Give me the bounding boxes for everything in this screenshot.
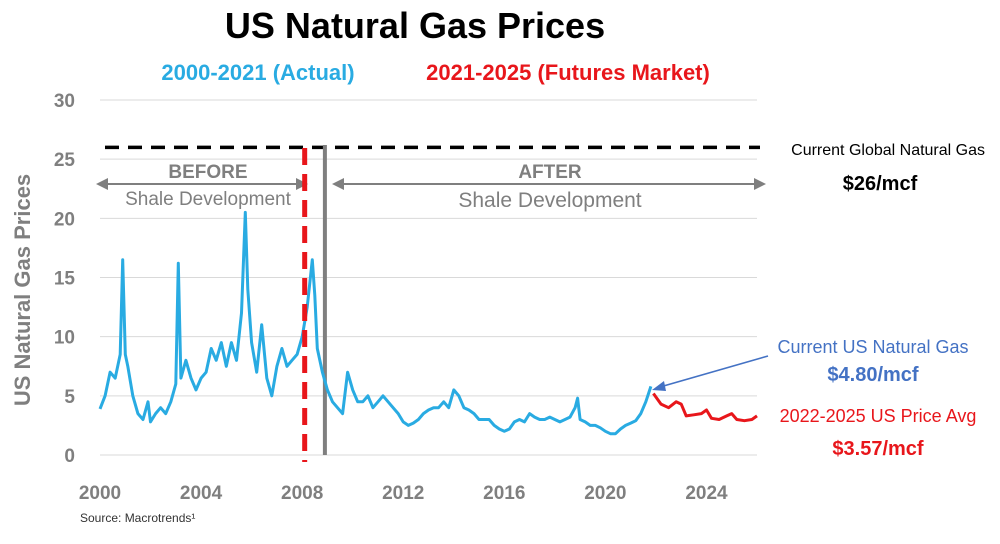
subtitle-futures: 2021-2025 (Futures Market) bbox=[426, 60, 710, 85]
y-tick-label: 30 bbox=[54, 91, 75, 112]
after-sub-label: Shale Development bbox=[458, 189, 641, 212]
x-tick-label: 2000 bbox=[79, 483, 121, 504]
x-tick-label: 2012 bbox=[382, 483, 424, 504]
y-tick-labels: 0 5 10 15 20 25 30 bbox=[54, 91, 76, 467]
x-tick-label: 2024 bbox=[685, 483, 728, 504]
period-arrows bbox=[96, 178, 766, 190]
grid-lines bbox=[100, 99, 757, 456]
us-gas-price: $4.80/mcf bbox=[827, 364, 919, 386]
y-tick-label: 20 bbox=[54, 209, 75, 230]
x-tick-label: 2008 bbox=[281, 483, 323, 504]
source-note: Source: Macrotrends¹ bbox=[80, 511, 195, 525]
x-tick-label: 2016 bbox=[483, 483, 525, 504]
us-callout-arrowhead bbox=[652, 381, 666, 391]
after-label: AFTER bbox=[518, 162, 582, 183]
y-tick-label: 5 bbox=[64, 387, 75, 408]
x-tick-labels: 2000 2004 2008 2012 2016 2020 2024 bbox=[79, 483, 728, 504]
us-callout-arrow bbox=[659, 355, 769, 388]
after-arrowhead-left bbox=[332, 178, 344, 190]
before-arrowhead-right bbox=[296, 178, 308, 190]
global-gas-price: $26/mcf bbox=[843, 173, 918, 195]
series-actual-line bbox=[98, 210, 653, 436]
y-axis-label: US Natural Gas Prices bbox=[10, 174, 35, 406]
y-tick-label: 0 bbox=[64, 446, 75, 467]
y-tick-label: 10 bbox=[54, 328, 75, 349]
x-tick-label: 2004 bbox=[180, 483, 223, 504]
avg-price-label: 2022-2025 US Price Avg bbox=[780, 406, 977, 426]
before-sub-label: Shale Development bbox=[125, 189, 292, 210]
y-tick-label: 15 bbox=[54, 269, 76, 290]
x-tick-label: 2020 bbox=[584, 483, 626, 504]
us-gas-label: Current US Natural Gas bbox=[777, 337, 968, 357]
avg-price-value: $3.57/mcf bbox=[832, 438, 924, 460]
before-label: BEFORE bbox=[168, 162, 247, 183]
global-gas-label: Current Global Natural Gas bbox=[791, 142, 985, 159]
subtitle-actual: 2000-2021 (Actual) bbox=[161, 60, 354, 85]
chart-title: US Natural Gas Prices bbox=[225, 5, 605, 46]
after-arrowhead-right bbox=[754, 178, 766, 190]
y-tick-label: 25 bbox=[54, 150, 76, 171]
before-arrowhead-left bbox=[96, 178, 108, 190]
series-futures-line bbox=[652, 392, 758, 423]
